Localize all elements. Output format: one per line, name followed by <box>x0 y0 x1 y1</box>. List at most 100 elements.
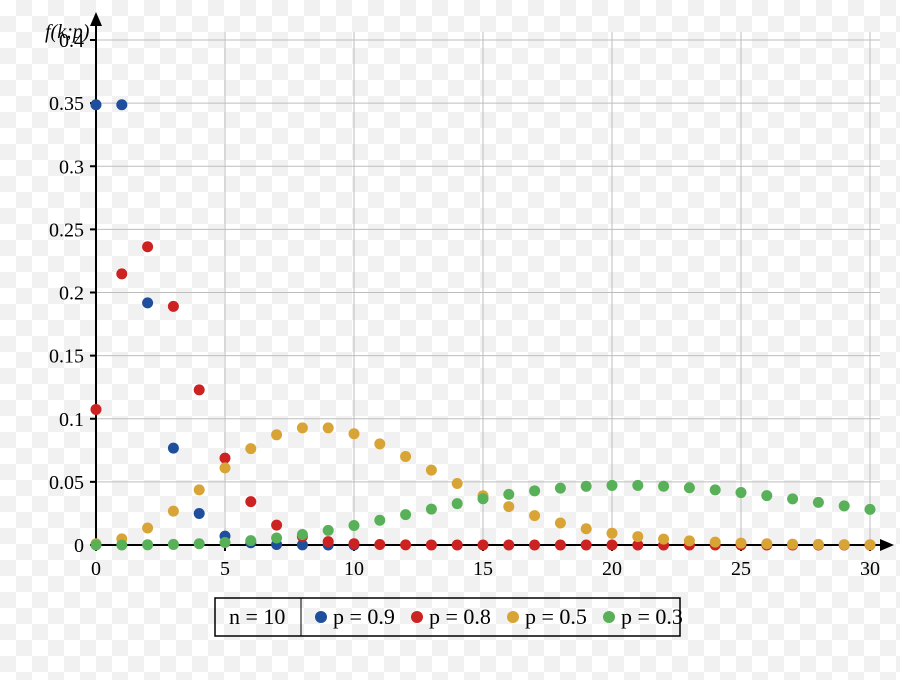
legend-marker <box>603 611 615 623</box>
y-tick-label: 0.15 <box>49 346 84 368</box>
data-point <box>710 484 721 495</box>
data-point <box>736 487 747 498</box>
data-point <box>116 539 127 550</box>
data-point <box>168 506 179 517</box>
y-tick-label: 0.25 <box>49 219 84 241</box>
data-point <box>400 509 411 520</box>
data-point <box>91 99 102 110</box>
data-point <box>297 422 308 433</box>
data-point <box>658 534 669 545</box>
data-point <box>478 493 489 504</box>
data-point <box>400 451 411 462</box>
data-point <box>503 501 514 512</box>
y-ticks: 00.050.10.150.20.250.30.350.4 <box>49 30 96 557</box>
data-point <box>581 539 592 550</box>
data-point <box>529 510 540 521</box>
y-tick-label: 0.05 <box>49 472 84 494</box>
data-point <box>607 528 618 539</box>
data-point <box>607 480 618 491</box>
data-point <box>787 493 798 504</box>
data-point <box>555 539 566 550</box>
data-point <box>400 539 411 550</box>
y-tick-label: 0.1 <box>59 409 84 431</box>
data-point <box>813 539 824 550</box>
legend-n-label: n = 10 <box>229 604 285 629</box>
grid <box>96 32 880 545</box>
data-point <box>374 515 385 526</box>
data-point <box>787 539 798 550</box>
data-point <box>684 482 695 493</box>
data-point <box>426 504 437 515</box>
data-point <box>710 537 721 548</box>
data-point <box>761 490 772 501</box>
data-point <box>349 538 360 549</box>
y-tick-label: 0 <box>74 535 84 557</box>
axes <box>90 12 894 551</box>
data-point <box>374 438 385 449</box>
data-point <box>194 484 205 495</box>
data-point <box>607 540 618 551</box>
data-point <box>839 500 850 511</box>
data-point <box>245 443 256 454</box>
data-point <box>813 497 824 508</box>
data-point <box>271 520 282 531</box>
data-point <box>323 422 334 433</box>
data-point <box>323 525 334 536</box>
data-point <box>297 529 308 540</box>
data-point <box>452 498 463 509</box>
legend-item-label: p = 0.5 <box>525 604 587 629</box>
legend: n = 10 p = 0.9 p = 0.8 p = 0.5 p = 0.3 <box>215 598 683 636</box>
data-point <box>426 465 437 476</box>
data-point <box>503 489 514 500</box>
data-point <box>116 268 127 279</box>
data-point <box>839 539 850 550</box>
data-point <box>194 508 205 519</box>
data-point <box>220 453 231 464</box>
data-point <box>271 532 282 543</box>
data-point <box>632 531 643 542</box>
x-tick-label: 10 <box>344 558 364 580</box>
legend-item-label: p = 0.9 <box>333 604 395 629</box>
x-tick-label: 30 <box>860 558 880 580</box>
data-point <box>452 539 463 550</box>
data-point <box>736 538 747 549</box>
legend-marker <box>507 611 519 623</box>
data-point <box>245 535 256 546</box>
x-tick-label: 5 <box>220 558 230 580</box>
data-point <box>91 539 102 550</box>
data-point <box>142 241 153 252</box>
data-point <box>349 428 360 439</box>
data-point <box>349 520 360 531</box>
data-point <box>245 496 256 507</box>
y-axis-title: f(k;p) <box>45 21 90 43</box>
distribution-chart: 00.050.10.150.20.250.30.350.4 0510152025… <box>0 0 900 680</box>
data-point <box>323 536 334 547</box>
data-point <box>194 538 205 549</box>
x-tick-label: 25 <box>731 558 751 580</box>
data-point <box>478 539 489 550</box>
y-tick-label: 0.2 <box>59 283 84 305</box>
data-point <box>271 429 282 440</box>
legend-marker <box>411 611 423 623</box>
x-tick-label: 20 <box>602 558 622 580</box>
data-point <box>555 483 566 494</box>
x-tick-label: 15 <box>473 558 493 580</box>
x-tick-label: 0 <box>91 558 101 580</box>
y-tick-label: 0.3 <box>59 156 84 178</box>
data-point <box>581 523 592 534</box>
data-point <box>142 523 153 534</box>
data-point <box>684 535 695 546</box>
legend-item-label: p = 0.8 <box>429 604 491 629</box>
data-point <box>581 481 592 492</box>
data-point <box>632 480 643 491</box>
data-point <box>142 297 153 308</box>
data-point <box>529 539 540 550</box>
data-point <box>168 539 179 550</box>
legend-item-label: p = 0.3 <box>621 604 683 629</box>
data-point <box>503 539 514 550</box>
data-point <box>761 538 772 549</box>
data-point <box>555 517 566 528</box>
data-point <box>426 539 437 550</box>
y-tick-label: 0.35 <box>49 93 84 115</box>
data-point <box>116 99 127 110</box>
